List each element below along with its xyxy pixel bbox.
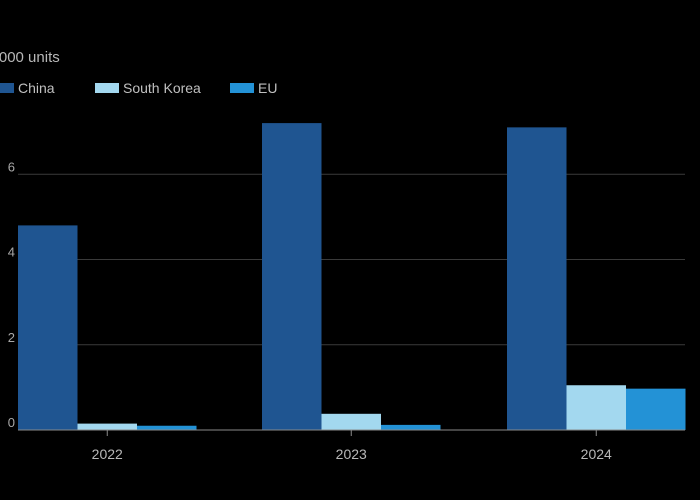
bar-china-2024 <box>507 127 567 431</box>
x-tick-label-2023: 2023 <box>336 446 367 462</box>
y-tick-label-6: 6 <box>8 159 15 174</box>
bar-south-korea-2022 <box>77 423 137 430</box>
y-tick-label-0: 0 <box>8 415 15 430</box>
y-tick-label-2: 2 <box>8 330 15 345</box>
bar-eu-2024 <box>626 388 686 430</box>
bar-eu-2023 <box>381 424 441 430</box>
y-axis-ticks: 0 2 4 6 <box>8 159 15 430</box>
bar-china-2022 <box>18 225 78 430</box>
x-axis-ticks: 2022 2023 2024 <box>92 430 612 462</box>
legend-label-0: China <box>18 80 55 96</box>
bar-eu-2022 <box>137 425 197 430</box>
x-tick-label-2022: 2022 <box>92 446 123 462</box>
y-tick-label-4: 4 <box>8 245 15 260</box>
bar-south-korea-2023 <box>321 413 381 430</box>
gridlines <box>18 173 685 346</box>
y-axis-unit-label: '000 units <box>0 49 60 66</box>
bar-south-korea-2024 <box>566 385 626 430</box>
legend-swatch-0 <box>0 83 14 93</box>
legend-swatch-2 <box>230 83 254 93</box>
bars <box>18 123 686 431</box>
legend-label-1: South Korea <box>123 80 201 96</box>
legend-label-2: EU <box>258 80 277 96</box>
legend-swatch-1 <box>95 83 119 93</box>
x-tick-label-2024: 2024 <box>581 446 612 462</box>
legend: China South Korea EU <box>0 80 277 96</box>
bar-china-2023 <box>262 123 322 430</box>
